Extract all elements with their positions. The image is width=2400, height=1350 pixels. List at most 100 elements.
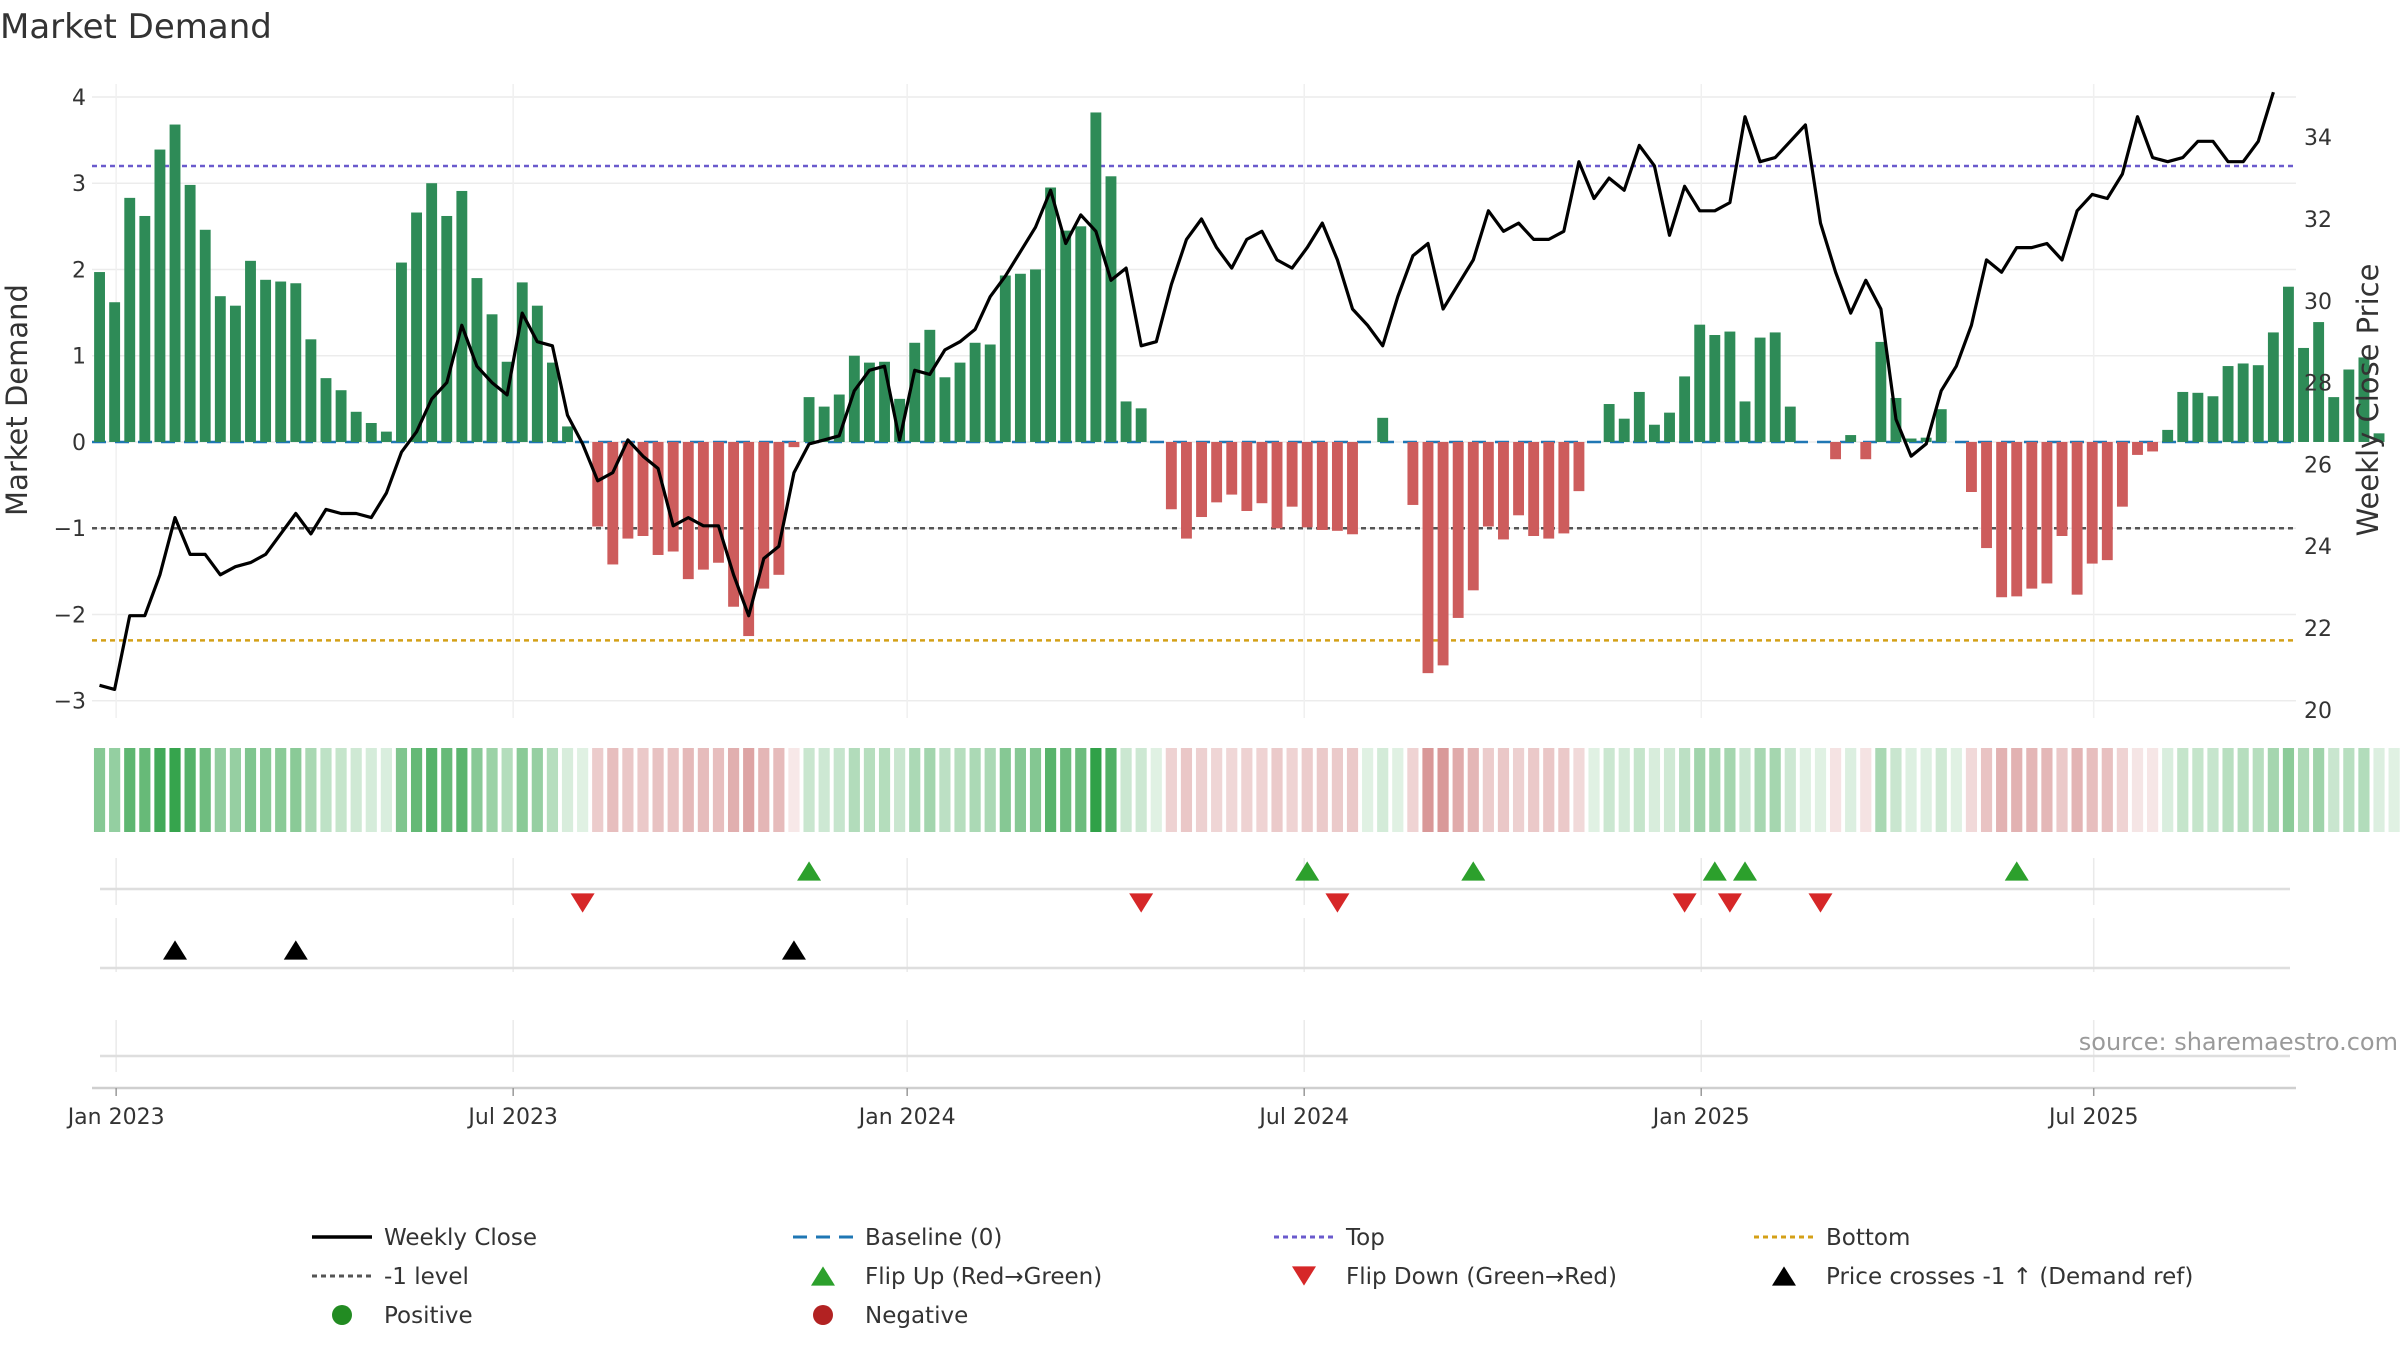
demand-bar (2071, 441, 2083, 595)
demand-bar (1935, 409, 1947, 442)
price-cross-panel (100, 918, 2290, 972)
heat-cell (229, 748, 241, 832)
demand-bar (2192, 392, 2204, 442)
heat-cell (2237, 748, 2249, 832)
demand-bar (1030, 269, 1041, 442)
flip-down-marker (1808, 893, 1833, 913)
heat-cell (1860, 748, 1872, 832)
demand-bar (2041, 441, 2053, 584)
heat-cell (1694, 748, 1706, 832)
demand-bar (1528, 441, 1540, 536)
heat-cell (727, 748, 740, 832)
heat-cell (1769, 748, 1781, 832)
demand-bar (1679, 376, 1691, 442)
demand-bar (1105, 176, 1117, 442)
demand-bar (758, 441, 770, 589)
heat-cell (1060, 748, 1072, 832)
heat-cell (712, 748, 725, 832)
heat-cell (1090, 748, 1102, 832)
heat-cell (1241, 748, 1253, 832)
demand-bar (1769, 332, 1781, 442)
demand-bar (713, 441, 724, 563)
demand-bar (667, 441, 679, 552)
demand-bar (275, 281, 287, 442)
demand-bar (622, 441, 634, 539)
heat-cell (652, 748, 664, 832)
heat-cell (2282, 748, 2295, 832)
legend-label: Top (1345, 1225, 1385, 1251)
legend-swatch (811, 1266, 835, 1286)
demand-bar (818, 406, 830, 442)
demand-bar (1875, 341, 1887, 442)
heat-cell (1724, 748, 1736, 832)
heat-cell (456, 748, 468, 832)
legend: Weekly Close Baseline (0) Top Bottom -1 leve… (312, 1225, 2193, 1329)
heat-cell (848, 748, 860, 832)
heat-cell (743, 748, 755, 832)
heat-cell (2177, 748, 2189, 832)
demand-bar (1301, 441, 1313, 528)
heat-cell (395, 748, 408, 832)
heat-cell (1045, 748, 1057, 832)
demand-bar (1966, 441, 1977, 493)
heat-cell (592, 748, 604, 832)
demand-heat-strip (93, 748, 2400, 832)
legend-item: Weekly Close (312, 1225, 537, 1251)
demand-bar (124, 197, 136, 442)
demand-bar (2298, 347, 2309, 442)
heat-cell (878, 748, 891, 832)
heat-cell (863, 748, 876, 832)
heat-cell (365, 748, 377, 832)
demand-bar (788, 441, 800, 448)
heat-cell (2147, 748, 2159, 832)
demand-bar (637, 441, 649, 536)
left-tick-label: −2 (54, 603, 86, 628)
heat-cell (667, 748, 679, 832)
heat-cell (803, 748, 815, 832)
heat-cell (818, 748, 830, 832)
demand-bar (229, 305, 241, 442)
heat-cell (1980, 748, 1993, 832)
demand-bar (516, 282, 528, 442)
heat-cell (1362, 748, 1374, 832)
demand-bar (1543, 441, 1555, 539)
demand-bar (214, 296, 226, 442)
right-axis: 34 32 30 28 26 24 22 20 (2304, 126, 2332, 724)
heat-cell (1996, 748, 2008, 832)
heat-cell (1950, 748, 1962, 832)
heat-cell (1679, 748, 1691, 832)
heat-cell (1633, 748, 1645, 832)
left-tick-label: 1 (72, 345, 86, 370)
demand-bar (1120, 401, 1132, 442)
demand-bars (94, 112, 2385, 674)
demand-bar (546, 362, 558, 442)
legend-label: Flip Down (Green→Red) (1346, 1264, 1617, 1290)
heat-cell (1286, 748, 1298, 832)
demand-bar (833, 394, 845, 442)
heat-cell (622, 748, 634, 832)
heat-cell (1935, 748, 1947, 832)
right-tick-label: 34 (2304, 126, 2332, 151)
demand-bar (2101, 441, 2113, 561)
legend-label: Baseline (0) (865, 1225, 1002, 1251)
demand-bar (773, 441, 785, 575)
heat-cell (833, 748, 845, 832)
heat-cell (682, 748, 694, 832)
flip-panel (100, 858, 2290, 913)
demand-bar (894, 398, 906, 442)
heat-cell (924, 748, 936, 832)
heat-cell (244, 748, 257, 832)
legend-item: Top (1274, 1225, 1385, 1251)
heat-cell (516, 748, 528, 832)
heat-cell (486, 748, 498, 832)
demand-bar (1860, 441, 1872, 460)
legend-swatch (813, 1305, 833, 1325)
heat-cell (1739, 748, 1751, 832)
demand-bar (1905, 438, 1917, 442)
demand-bar (426, 183, 438, 442)
demand-bar (1045, 187, 1057, 442)
demand-bar (2132, 441, 2143, 455)
demand-bar (290, 283, 302, 442)
demand-bar (924, 329, 936, 442)
heat-cell (1618, 748, 1630, 832)
